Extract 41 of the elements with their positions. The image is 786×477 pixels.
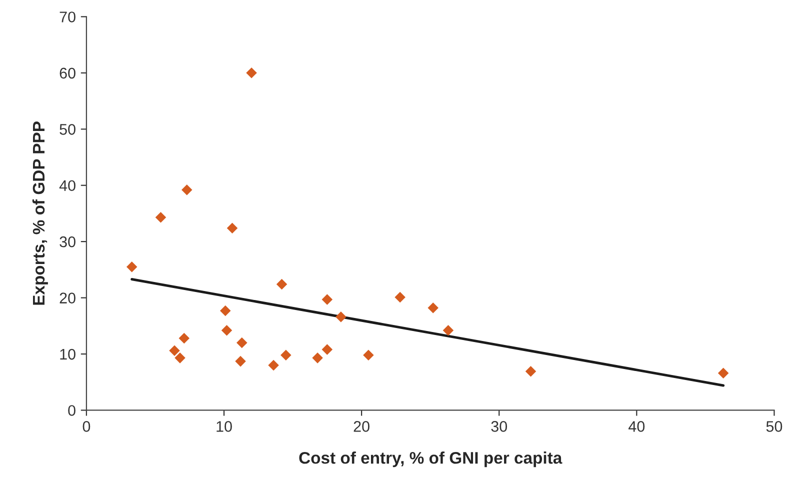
point — [718, 368, 729, 378]
point — [178, 332, 190, 344]
y-tick-label: 70 — [60, 12, 76, 22]
y-tick-label: 0 — [68, 405, 76, 416]
x-tick-label: 40 — [628, 421, 645, 432]
point — [220, 305, 231, 316]
point — [246, 68, 257, 78]
x-tick-label: 30 — [491, 421, 508, 432]
y-tick-label: 30 — [60, 236, 76, 248]
y-tick-label: 50 — [60, 124, 76, 135]
point — [126, 261, 138, 272]
point — [363, 350, 374, 361]
point — [276, 278, 288, 290]
point — [525, 366, 536, 377]
point — [322, 294, 333, 305]
point — [235, 356, 246, 367]
x-axis-title: Cost of entry, % of GNI per capita — [299, 452, 562, 468]
y-tick-label: 40 — [59, 180, 76, 192]
point — [322, 344, 333, 355]
point — [155, 212, 166, 223]
point — [280, 350, 292, 361]
point — [226, 222, 238, 234]
point — [174, 352, 186, 364]
point — [268, 360, 279, 371]
x-tick-label: 10 — [216, 421, 232, 432]
y-tick-label: 20 — [60, 292, 76, 304]
x-tick-label: 20 — [354, 421, 370, 432]
point — [428, 302, 438, 314]
x-tick-label: 50 — [766, 421, 782, 432]
y-axis-title: Exports, % of GDP PPP — [32, 122, 48, 305]
point — [336, 312, 346, 322]
y-tick-label: 60 — [60, 68, 76, 79]
point — [394, 292, 406, 303]
point — [221, 325, 232, 336]
point — [312, 352, 323, 364]
point — [442, 325, 454, 336]
y-tick-label: 10 — [60, 348, 76, 360]
point — [181, 184, 192, 196]
point — [169, 345, 180, 356]
x-tick-label: 0 — [82, 421, 90, 432]
point — [236, 337, 248, 348]
